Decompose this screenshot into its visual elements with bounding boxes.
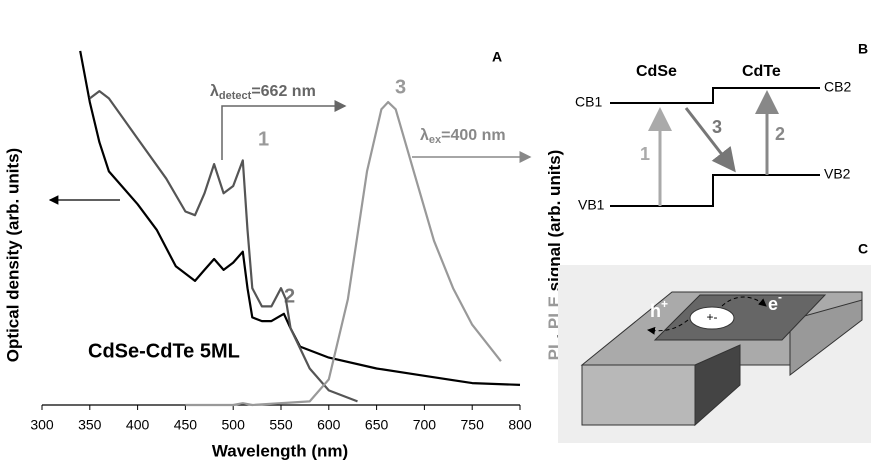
label-part: , (545, 329, 564, 338)
transition-label: 1 (640, 144, 650, 164)
line (185, 101, 502, 407)
groove (694, 344, 741, 427)
symbol: λ (420, 127, 429, 144)
line (89, 90, 358, 403)
panel-label: A (492, 49, 502, 65)
transition-label: 3 (712, 117, 722, 137)
panel-label: B (858, 41, 868, 57)
value: =662 nm (251, 83, 315, 100)
x-tick-label: 800 (508, 417, 532, 433)
charge: - (778, 290, 782, 304)
block-front (581, 364, 696, 426)
panel-label: C (858, 241, 868, 257)
electron: e (768, 294, 778, 314)
level-label: CB1 (575, 94, 602, 110)
transition-arrow (684, 107, 736, 173)
band-edge (610, 174, 820, 207)
level-label: CB2 (824, 79, 851, 95)
x-tick-label: 650 (365, 417, 389, 433)
subscript: ex (429, 134, 442, 146)
x-axis-label: Wavelength (nm) (212, 441, 348, 460)
level-label: VB2 (824, 166, 851, 182)
peak-label: 1 (258, 128, 269, 150)
arrow (647, 319, 689, 335)
peak-label: 3 (395, 76, 406, 98)
arrow (721, 296, 767, 307)
y-axis-label: Optical density (arb. units) (3, 148, 22, 362)
x-tick-label: 550 (269, 417, 293, 433)
x-tick-label: 450 (174, 417, 198, 433)
line (79, 50, 521, 386)
symbol: λ (210, 83, 219, 100)
x-tick-label: 300 (30, 417, 54, 433)
material: CdTe (742, 63, 781, 80)
sample-label: CdSe-CdTe 5ML (88, 340, 240, 362)
annotation: λex=400 nm (420, 127, 506, 146)
x-tick-label: 500 (222, 417, 246, 433)
arrow (221, 100, 347, 160)
x-tick-label: 700 (413, 417, 437, 433)
hole-label: h+ (650, 297, 668, 321)
x-tick-label: 600 (317, 417, 341, 433)
transition-label: 2 (775, 124, 785, 144)
material: CdSe (636, 63, 677, 80)
value: =400 nm (441, 127, 505, 144)
hole: h (650, 301, 661, 321)
band-edge (610, 87, 820, 104)
level-label: VB1 (578, 197, 605, 213)
exciton-label: +- (706, 310, 717, 324)
annotation: λdetect=662 nm (210, 83, 316, 102)
charge: + (661, 297, 668, 311)
x-tick-label: 350 (78, 417, 102, 433)
subscript: detect (219, 90, 252, 102)
label-part: signal (arb. units) (545, 150, 564, 296)
exciton (689, 306, 735, 330)
x-tick-label: 750 (461, 417, 485, 433)
electron-label: e- (768, 290, 782, 314)
x-tick-label: 400 (126, 417, 150, 433)
peak-label: 2 (284, 285, 295, 307)
platelet (653, 294, 827, 341)
